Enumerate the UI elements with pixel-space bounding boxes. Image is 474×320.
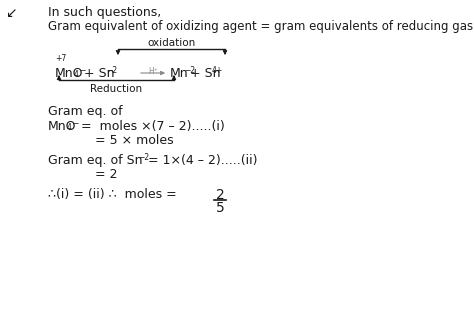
Text: MnO: MnO [48, 120, 76, 133]
Text: = 2: = 2 [95, 168, 118, 181]
Text: H⁺: H⁺ [148, 67, 158, 76]
Text: −: − [79, 66, 85, 75]
Text: = 1×(4 – 2).....(ii): = 1×(4 – 2).....(ii) [144, 154, 257, 167]
Text: ∴(i) = (ii) ∴  moles =: ∴(i) = (ii) ∴ moles = [48, 188, 181, 201]
Text: MnO: MnO [55, 67, 83, 80]
Text: +7: +7 [55, 54, 66, 63]
Text: 4: 4 [67, 123, 72, 132]
Text: ↙: ↙ [5, 6, 17, 20]
Text: Gram eq. of: Gram eq. of [48, 105, 123, 118]
Text: −: − [72, 119, 78, 128]
Text: 5: 5 [216, 201, 224, 215]
Text: −2: −2 [106, 66, 117, 75]
Text: + Sn: + Sn [84, 67, 115, 80]
Text: Gram equivalent of oxidizing agent = gram equivalents of reducing gas: Gram equivalent of oxidizing agent = gra… [48, 20, 473, 33]
Text: = 5 × moles: = 5 × moles [95, 134, 173, 147]
Text: 4+: 4+ [212, 66, 223, 75]
Text: 4: 4 [74, 70, 79, 79]
Text: In such questions,: In such questions, [48, 6, 161, 19]
Text: Reduction: Reduction [91, 84, 143, 94]
Text: Mn: Mn [170, 67, 189, 80]
Text: 2: 2 [216, 188, 224, 202]
Text: −2: −2 [184, 66, 195, 75]
Text: oxidation: oxidation [147, 38, 196, 48]
Text: =  moles ×(7 – 2).....(i): = moles ×(7 – 2).....(i) [77, 120, 225, 133]
Text: Gram eq. of Sn: Gram eq. of Sn [48, 154, 143, 167]
Text: + Sn: + Sn [190, 67, 220, 80]
Text: −2: −2 [138, 153, 149, 162]
